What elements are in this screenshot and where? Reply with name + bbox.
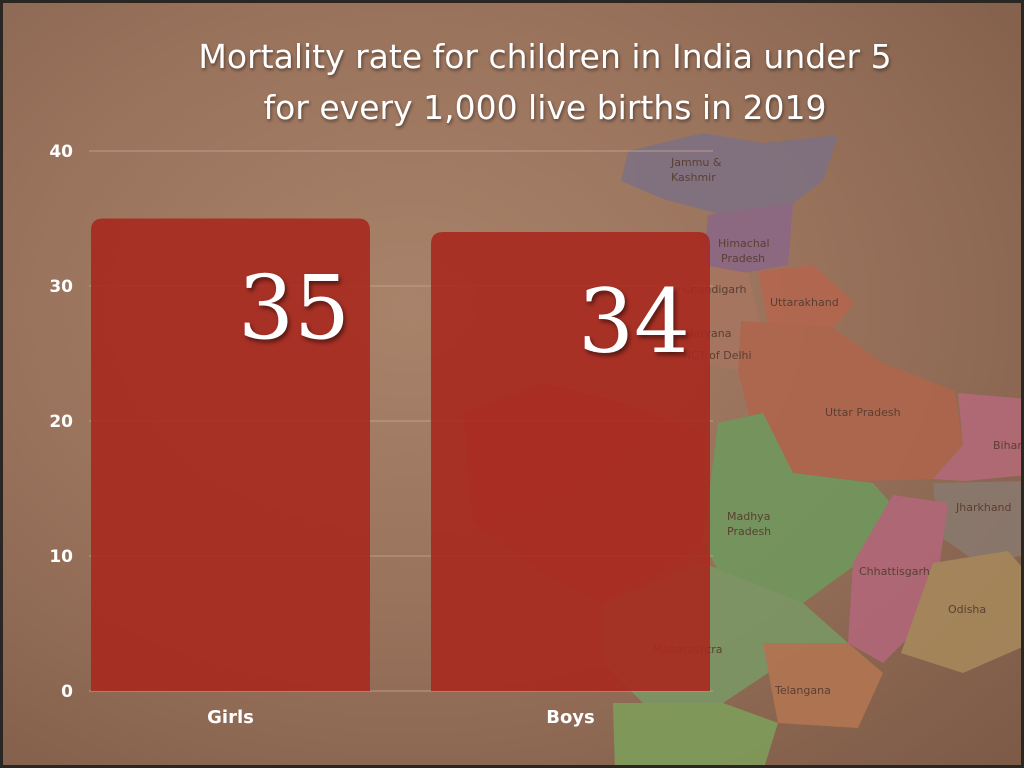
- map-label: Bihar: [993, 439, 1022, 452]
- y-tick-label: 10: [49, 547, 73, 567]
- bar-boys: [431, 232, 710, 691]
- y-tick-label: 0: [61, 682, 73, 702]
- map-label: Kashmir: [671, 171, 716, 184]
- chart-title-line-1: Mortality rate for children in India und…: [198, 37, 892, 76]
- y-axis-ticks: 0 10 20 30 40: [49, 142, 73, 702]
- map-region-jammu-kashmir: [621, 133, 838, 215]
- y-tick-label: 20: [49, 412, 73, 432]
- map-label: Pradesh: [727, 525, 771, 538]
- map-label: Chhattisgarh: [859, 565, 930, 578]
- map-region-odisha: [901, 551, 1021, 673]
- map-label: Pradesh: [721, 252, 765, 265]
- data-label-girls: 35: [238, 257, 350, 360]
- data-labels: 35 34: [238, 257, 690, 374]
- y-tick-label: 30: [49, 277, 73, 297]
- map-label: Odisha: [948, 603, 986, 616]
- map-region-himachal: [703, 203, 793, 273]
- map-label: Madhya: [727, 510, 770, 523]
- map-region-telangana: [763, 643, 883, 728]
- map-label: Jharkhand: [955, 501, 1012, 514]
- map-label: Himachal: [718, 237, 770, 250]
- chart-title-line-2: for every 1,000 live births in 2019: [263, 88, 827, 127]
- y-tick-label: 40: [49, 142, 73, 162]
- bar-chart: 0 10 20 30 40 35 34 Girls Boys: [49, 142, 713, 728]
- bar-girls: [91, 218, 370, 691]
- map-region-uttar-pradesh: [738, 321, 963, 481]
- map-label: Jammu &: [670, 156, 722, 169]
- map-label: Telangana: [774, 684, 831, 697]
- map-region-madhya-pradesh: [703, 413, 908, 603]
- map-region-south: [613, 703, 778, 765]
- data-label-boys: 34: [578, 270, 690, 373]
- bars: [91, 218, 710, 691]
- x-axis-categories: Girls Boys: [207, 707, 595, 728]
- map-region-uttarakhand: [758, 265, 855, 331]
- category-label-boys: Boys: [546, 707, 595, 728]
- map-label: Uttar Pradesh: [825, 406, 901, 419]
- map-region-bihar: [933, 393, 1021, 481]
- map-label: Uttarakhand: [770, 296, 839, 309]
- category-label-girls: Girls: [207, 707, 254, 728]
- map-region-jharkhand: [933, 481, 1021, 563]
